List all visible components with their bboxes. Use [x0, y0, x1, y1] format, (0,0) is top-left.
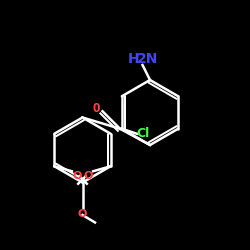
Text: 2N: 2N [137, 52, 158, 66]
Text: O: O [84, 171, 93, 181]
Text: O: O [92, 102, 100, 115]
Text: O: O [78, 209, 87, 219]
Text: O: O [72, 171, 82, 181]
Text: H: H [128, 52, 140, 66]
Text: Cl: Cl [136, 127, 150, 140]
